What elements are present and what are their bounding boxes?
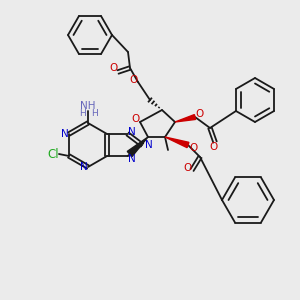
Polygon shape (165, 137, 189, 148)
Text: N: N (80, 162, 88, 172)
Text: O: O (129, 75, 137, 85)
Text: N: N (145, 140, 153, 150)
Text: O: O (195, 109, 203, 119)
Text: O: O (189, 143, 197, 153)
Polygon shape (127, 137, 148, 157)
Text: Cl: Cl (47, 148, 59, 160)
Text: O: O (183, 163, 191, 173)
Text: N: N (128, 154, 136, 164)
Text: O: O (132, 114, 140, 124)
Text: N: N (61, 129, 69, 139)
Text: N: N (128, 127, 136, 137)
Text: H: H (91, 109, 98, 118)
Text: H: H (79, 109, 86, 118)
Text: O: O (209, 142, 217, 152)
Text: O: O (109, 63, 117, 73)
Text: NH: NH (80, 101, 96, 111)
Polygon shape (175, 115, 196, 122)
